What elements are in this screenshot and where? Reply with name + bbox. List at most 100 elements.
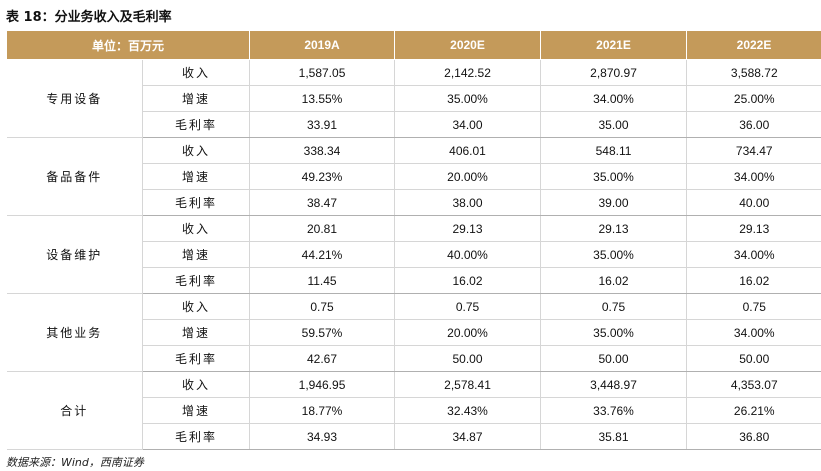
year-header: 2020E [394, 30, 542, 60]
value-cell: 16.02 [394, 267, 541, 294]
value-cell: 16.02 [540, 267, 687, 294]
metric-cell: 收入 [141, 137, 250, 164]
value-cell: 0.75 [540, 293, 687, 320]
metric-cell: 增速 [141, 163, 250, 190]
value-cell: 34.93 [249, 423, 395, 450]
table-body: 专用设备 收入 1,587.05 2,142.52 2,870.97 3,588.72 增速… [6, 59, 821, 450]
metric-cell: 毛利率 [141, 111, 250, 138]
value-cell: 26.21% [686, 397, 821, 424]
value-cell: 35.81 [540, 423, 687, 450]
value-cell: 548.11 [540, 137, 687, 164]
table-row: 增速 18.77% 32.43% 33.76% 26.21% [7, 397, 821, 424]
table-title: 表 18：分业务收入及毛利率 [6, 10, 172, 25]
value-cell: 40.00 [686, 189, 821, 216]
value-cell: 29.13 [394, 215, 541, 242]
value-cell: 42.67 [249, 345, 395, 372]
table-row: 其他业务 收入 0.75 0.75 0.75 0.75 [6, 293, 821, 372]
value-cell: 38.00 [394, 189, 541, 216]
metric-cell: 收入 [141, 59, 250, 86]
value-cell: 25.00% [686, 85, 821, 112]
value-cell: 50.00 [686, 345, 821, 372]
table-row: 增速 13.55% 35.00% 34.00% 25.00% [7, 85, 821, 112]
value-cell: 0.75 [249, 293, 395, 320]
year-header: 2021E [540, 30, 688, 60]
value-cell: 29.13 [686, 215, 821, 242]
metric-cell: 增速 [141, 397, 250, 424]
value-cell: 35.00% [540, 241, 687, 268]
metric-cell: 毛利率 [141, 189, 250, 216]
value-cell: 20.00% [394, 163, 541, 190]
value-cell: 29.13 [540, 215, 687, 242]
data-source-note: 数据来源：Wind，西南证券 [6, 456, 144, 469]
metric-cell: 毛利率 [141, 423, 250, 450]
revenue-margin-table: 单位：百万元 2019A 2020E 2021E 2022E 专用设备 收入 1,5… [5, 30, 821, 450]
value-cell: 338.34 [249, 137, 395, 164]
value-cell: 35.00% [394, 85, 541, 112]
value-cell: 36.80 [686, 423, 821, 450]
value-cell: 406.01 [394, 137, 541, 164]
category-cell: 设备维护 [6, 215, 143, 294]
value-cell: 1,587.05 [249, 59, 395, 86]
value-cell: 13.55% [249, 85, 395, 112]
value-cell: 33.76% [540, 397, 687, 424]
year-header: 2019A [249, 30, 396, 60]
table-row: 毛利率 38.47 38.00 39.00 40.00 [7, 189, 821, 216]
value-cell: 1,946.95 [249, 371, 395, 398]
value-cell: 50.00 [394, 345, 541, 372]
value-cell: 49.23% [249, 163, 395, 190]
value-cell: 34.00% [540, 85, 687, 112]
table-row: 毛利率 34.93 34.87 35.81 36.80 [7, 423, 821, 450]
value-cell: 50.00 [540, 345, 687, 372]
table-row: 备品备件 收入 338.34 406.01 548.11 734.47 [6, 137, 821, 216]
value-cell: 20.81 [249, 215, 395, 242]
value-cell: 38.47 [249, 189, 395, 216]
value-cell: 34.00% [686, 163, 821, 190]
value-cell: 3,588.72 [686, 59, 821, 86]
value-cell: 39.00 [540, 189, 687, 216]
value-cell: 35.00% [540, 163, 687, 190]
category-cell: 合计 [6, 371, 143, 450]
metric-cell: 增速 [141, 85, 250, 112]
value-cell: 34.00% [686, 319, 821, 346]
value-cell: 18.77% [249, 397, 395, 424]
table-row: 增速 49.23% 20.00% 35.00% 34.00% [7, 163, 821, 190]
header-row: 单位：百万元 2019A 2020E 2021E 2022E [5, 30, 821, 60]
value-cell: 44.21% [249, 241, 395, 268]
metric-cell: 收入 [141, 371, 250, 398]
metric-cell: 增速 [141, 319, 250, 346]
metric-cell: 收入 [141, 215, 250, 242]
value-cell: 34.87 [394, 423, 541, 450]
value-cell: 40.00% [394, 241, 541, 268]
value-cell: 33.91 [249, 111, 395, 138]
metric-cell: 收入 [141, 293, 250, 320]
category-cell: 其他业务 [6, 293, 143, 372]
value-cell: 34.00% [686, 241, 821, 268]
value-cell: 32.43% [394, 397, 541, 424]
value-cell: 16.02 [686, 267, 821, 294]
value-cell: 36.00 [686, 111, 821, 138]
value-cell: 35.00% [540, 319, 687, 346]
category-cell: 备品备件 [6, 137, 143, 216]
table-row: 合计 收入 1,946.95 2,578.41 3,448.97 4,353.07 [6, 371, 821, 450]
table-row: 毛利率 42.67 50.00 50.00 50.00 [7, 345, 821, 372]
year-header: 2022E [686, 30, 821, 60]
value-cell: 59.57% [249, 319, 395, 346]
metric-cell: 增速 [141, 241, 250, 268]
value-cell: 2,578.41 [394, 371, 541, 398]
value-cell: 34.00 [394, 111, 541, 138]
metric-cell: 毛利率 [141, 267, 250, 294]
value-cell: 0.75 [394, 293, 541, 320]
value-cell: 2,142.52 [394, 59, 541, 86]
value-cell: 35.00 [540, 111, 687, 138]
table-row: 毛利率 33.91 34.00 35.00 36.00 [7, 111, 821, 138]
value-cell: 0.75 [686, 293, 821, 320]
category-cell: 专用设备 [6, 59, 143, 138]
value-cell: 11.45 [249, 267, 395, 294]
table-row: 毛利率 11.45 16.02 16.02 16.02 [7, 267, 821, 294]
value-cell: 3,448.97 [540, 371, 687, 398]
metric-cell: 毛利率 [141, 345, 250, 372]
table-row: 增速 59.57% 20.00% 35.00% 34.00% [7, 319, 821, 346]
table-row: 专用设备 收入 1,587.05 2,142.52 2,870.97 3,588.72 [6, 59, 821, 138]
value-cell: 2,870.97 [540, 59, 687, 86]
table-row: 增速 44.21% 40.00% 35.00% 34.00% [7, 241, 821, 268]
